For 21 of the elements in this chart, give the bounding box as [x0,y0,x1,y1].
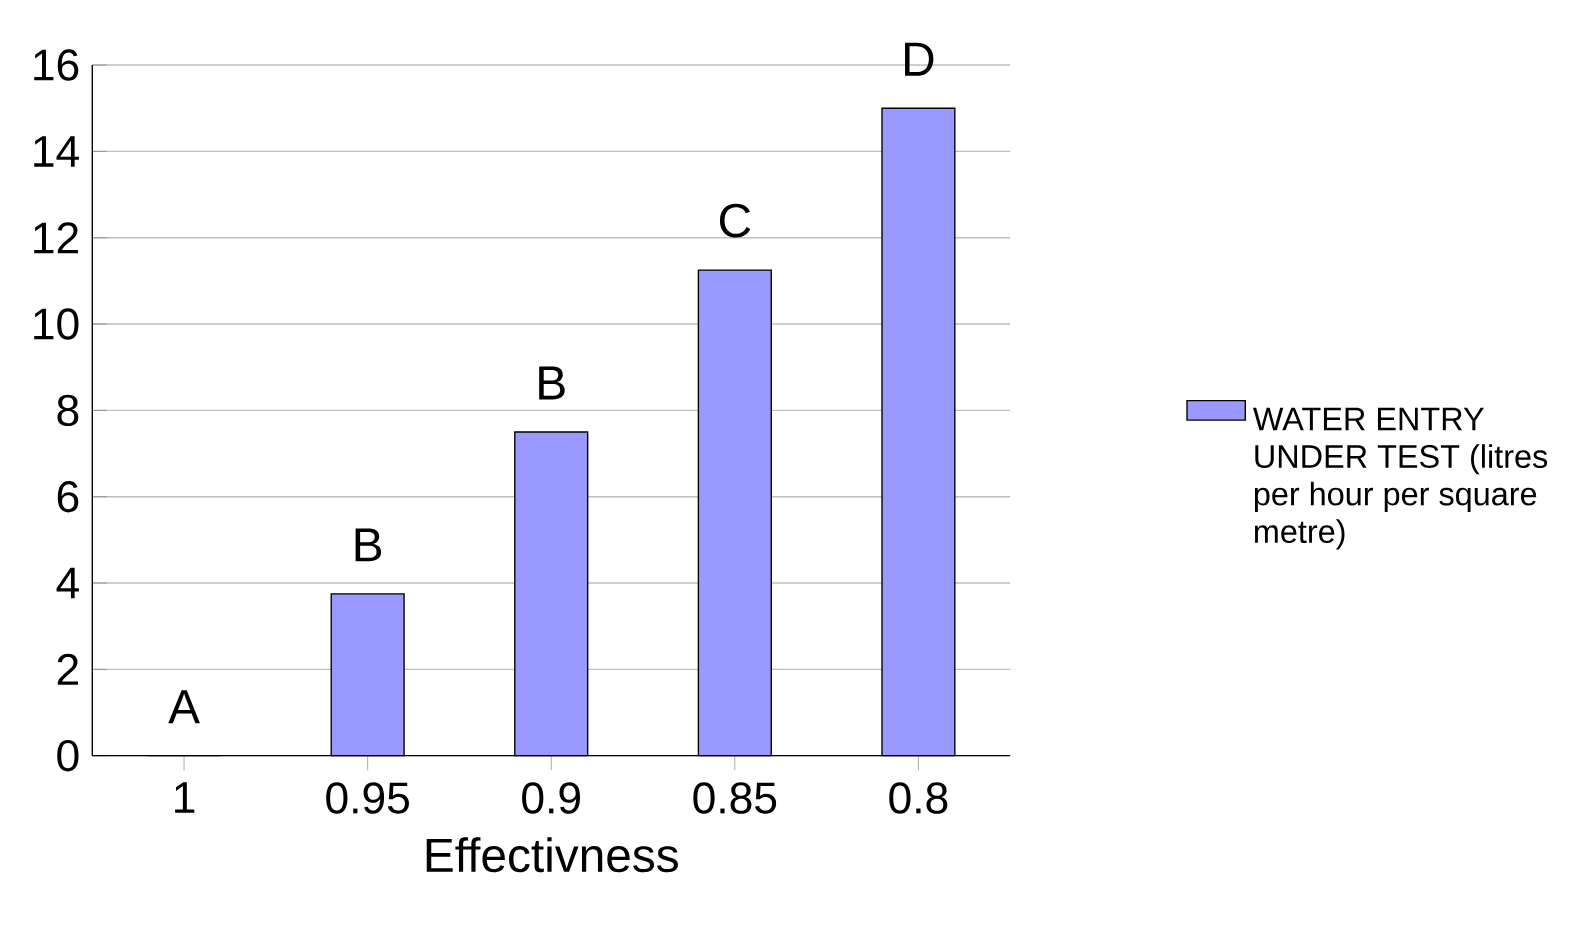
y-tick-label: 6 [57,481,79,513]
annotation: B [539,366,565,400]
x-tick-label: 0.95 [326,782,409,814]
x-tick-label: 0.9 [522,782,580,814]
x-tick-label: 1 [175,782,195,814]
x-tick-label: 0.8 [889,782,948,814]
annotation: C [719,203,751,238]
x-axis-title: Effectivness [426,837,678,873]
annotation: D [905,42,934,76]
y-tick-label: 10 [34,308,79,340]
y-tick-label: 14 [34,136,79,167]
x-tick-label: 0.85 [693,782,777,814]
annotation: B [355,528,382,562]
y-tick-label: 8 [57,394,79,427]
y-tick-label: 2 [57,654,78,686]
legend-label: WATER ENTRY UNDER TEST (litres per hour per square metre) [1252,407,1548,550]
y-tick-label: 4 [56,567,79,599]
annotation: A [168,690,200,724]
y-tick-label: 12 [34,222,78,254]
y-tick-label: 16 [34,49,79,81]
y-tick-label: 0 [57,740,79,772]
